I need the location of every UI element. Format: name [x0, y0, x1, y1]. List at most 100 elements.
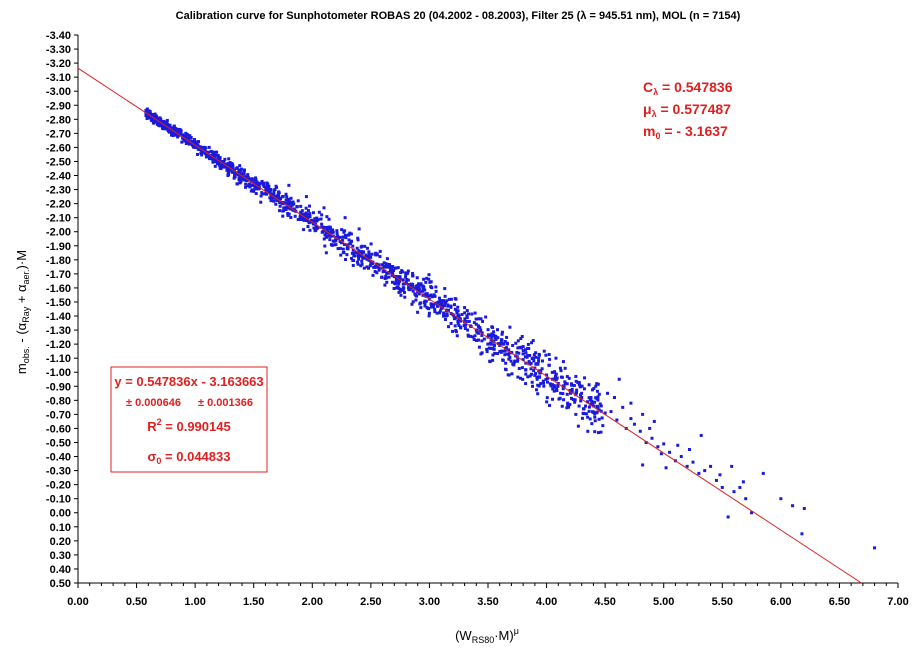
data-point: [341, 247, 345, 251]
data-point: [494, 334, 498, 338]
data-point: [551, 397, 555, 401]
data-point: [503, 353, 507, 357]
data-point: [668, 450, 672, 454]
data-point: [167, 128, 171, 132]
data-point: [573, 398, 577, 402]
data-point: [598, 402, 602, 406]
data-point: [246, 173, 250, 177]
data-point: [536, 383, 540, 387]
data-point: [477, 317, 481, 321]
data-point: [268, 196, 272, 200]
y-tick-label: -2.70: [46, 128, 71, 140]
data-point: [609, 410, 613, 414]
data-point: [791, 504, 795, 508]
data-point: [524, 351, 528, 355]
data-point: [561, 392, 565, 396]
data-point: [517, 351, 521, 355]
data-point: [435, 304, 439, 308]
data-point: [204, 155, 208, 159]
y-tick-label: 0.10: [50, 522, 71, 534]
data-point: [167, 124, 171, 128]
data-point: [161, 121, 165, 125]
data-point: [239, 167, 243, 171]
data-point: [374, 264, 378, 268]
data-point: [323, 233, 327, 237]
data-point: [262, 185, 266, 189]
data-point: [188, 136, 192, 140]
data-point: [359, 264, 363, 268]
data-point: [289, 215, 293, 219]
data-point: [181, 133, 185, 137]
data-point: [296, 199, 300, 203]
data-point: [295, 205, 299, 209]
data-point: [574, 374, 578, 378]
data-point: [345, 253, 349, 257]
data-point: [537, 384, 541, 388]
data-point: [246, 184, 250, 188]
data-point: [528, 374, 532, 378]
data-point: [259, 194, 263, 198]
fit-line: [77, 67, 862, 584]
data-point: [397, 286, 401, 290]
y-tick-label: -2.40: [46, 171, 71, 183]
data-point: [417, 282, 421, 286]
data-point: [265, 192, 269, 196]
data-point: [351, 263, 355, 267]
fit-statistics-box: y = 0.547836x - 3.163663 ± 0.000646 ± 0.…: [110, 366, 268, 473]
data-point: [459, 325, 463, 329]
data-point: [377, 266, 381, 270]
data-point: [399, 288, 403, 292]
data-point: [356, 236, 360, 240]
data-point: [300, 217, 304, 221]
data-point: [288, 207, 292, 211]
data-point: [492, 347, 496, 351]
data-point: [235, 171, 239, 175]
data-point: [434, 285, 438, 289]
data-point: [284, 198, 288, 202]
data-point: [800, 532, 804, 536]
data-point: [568, 403, 572, 407]
data-point: [270, 198, 274, 202]
data-point: [364, 253, 368, 257]
data-point: [348, 242, 352, 246]
data-point: [158, 121, 162, 125]
data-point: [349, 232, 353, 236]
data-point: [488, 341, 492, 345]
data-point: [254, 192, 258, 196]
data-point: [329, 227, 333, 231]
x-tick-label: 3.00: [419, 596, 440, 608]
data-point: [593, 430, 597, 434]
data-point: [339, 253, 343, 257]
data-point: [553, 377, 557, 381]
data-point: [302, 214, 306, 218]
data-point: [205, 152, 209, 156]
data-point: [574, 379, 578, 383]
data-point: [287, 202, 291, 206]
data-point: [319, 217, 323, 221]
data-point: [567, 376, 571, 380]
data-point: [392, 269, 396, 273]
data-point: [453, 324, 457, 328]
data-point: [475, 328, 479, 332]
data-point: [430, 295, 434, 299]
data-point: [325, 215, 329, 219]
data-point: [376, 265, 380, 269]
data-point: [603, 411, 607, 415]
data-point: [286, 197, 290, 201]
data-point: [228, 161, 232, 165]
sigma-zero: σ0 = 0.044833: [148, 449, 231, 466]
data-point: [566, 401, 570, 405]
data-point: [505, 352, 509, 356]
data-point: [552, 384, 556, 388]
data-point: [590, 402, 594, 406]
data-point: [438, 303, 442, 307]
data-point: [589, 402, 593, 406]
x-tick-label: 2.00: [302, 596, 323, 608]
data-point: [516, 358, 520, 362]
data-point: [195, 152, 199, 156]
data-point: [367, 266, 371, 270]
data-point: [217, 163, 221, 167]
data-point: [390, 265, 394, 269]
data-point: [187, 138, 191, 142]
x-tick-label: 7.00: [887, 596, 908, 608]
